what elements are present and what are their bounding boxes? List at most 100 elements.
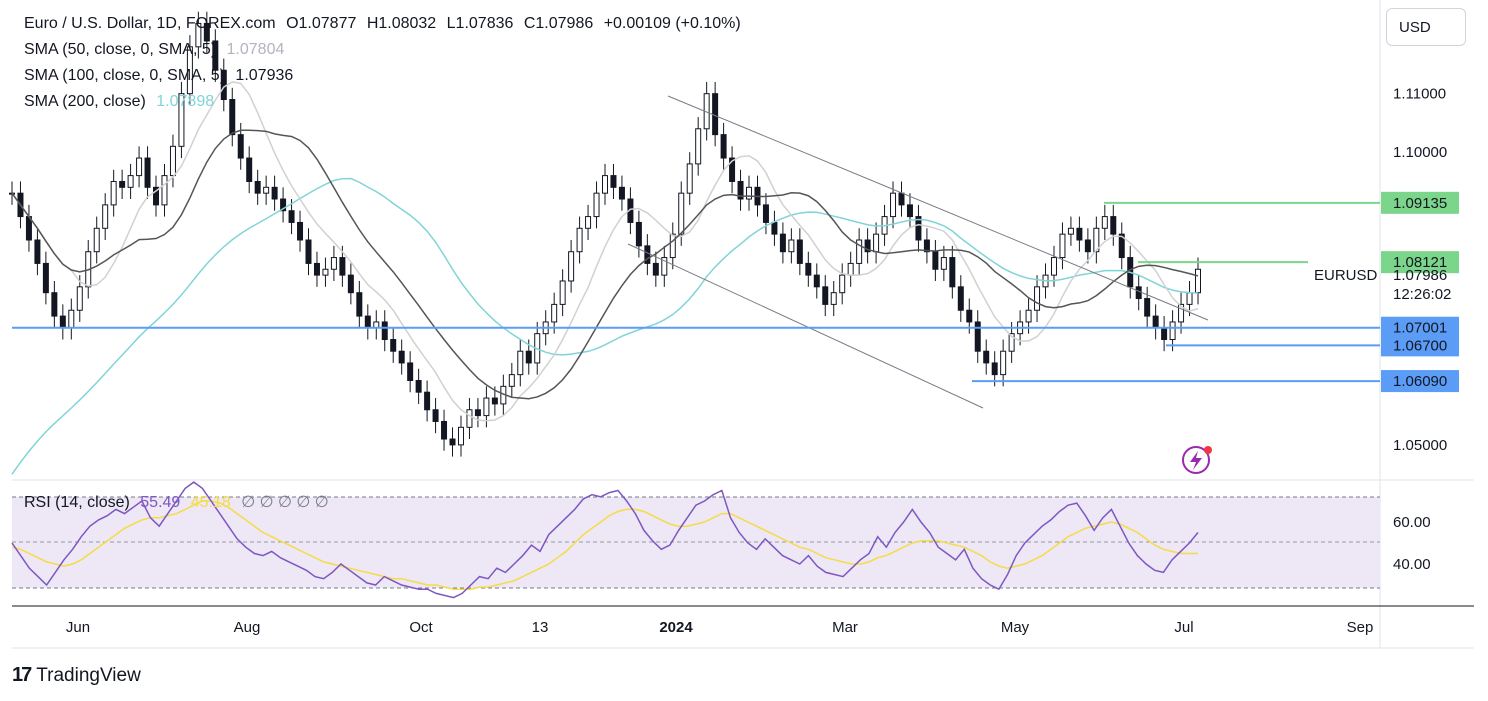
- rsi-tick-label: 60.00: [1393, 514, 1431, 531]
- level-badge: [1381, 251, 1459, 274]
- sma-50-line: [11, 81, 1199, 422]
- candle-body: [525, 350, 532, 364]
- sma50-legend[interactable]: SMA (50, close, 0, SMA, 5) 1.07804: [24, 40, 290, 60]
- tradingview-logo-icon: 17: [12, 664, 32, 686]
- candle-body: [364, 315, 371, 329]
- candle-body: [1059, 233, 1066, 259]
- candle-body: [491, 397, 498, 405]
- currency-button[interactable]: USD: [1386, 8, 1466, 46]
- candle-body: [1195, 268, 1201, 294]
- candle-body: [322, 268, 329, 276]
- candle-body: [254, 180, 261, 194]
- level-badge: [1381, 191, 1459, 214]
- price-tick-label: 1.10000: [1393, 144, 1447, 161]
- candle-body: [610, 175, 617, 188]
- candle-body: [415, 379, 422, 393]
- time-tick-label: 2024: [659, 619, 693, 636]
- channel-lower-trendline[interactable]: [627, 243, 984, 409]
- last-price-label: 1.07986: [1393, 267, 1447, 284]
- price-tick-label: 1.05000: [1393, 437, 1447, 454]
- candle-body: [424, 391, 431, 411]
- candle-body: [1135, 286, 1142, 300]
- candle-body: [779, 233, 786, 253]
- ohlc-close: C1.07986: [523, 15, 594, 32]
- footer-brand-label: TradingView: [36, 664, 141, 686]
- candle-body: [805, 262, 812, 276]
- candle-body: [1050, 257, 1057, 276]
- footer-brand[interactable]: 17 TradingView: [12, 664, 141, 687]
- channel-upper-trendline[interactable]: [667, 95, 1209, 321]
- candle-body: [669, 233, 676, 259]
- time-tick-label: 13: [532, 619, 549, 636]
- candle-body: [940, 257, 947, 270]
- rsi-tick-label: 40.00: [1393, 556, 1431, 573]
- rsi-line: [11, 481, 1199, 599]
- price-tick-label: 1.11000: [1393, 86, 1446, 103]
- candle-body: [407, 362, 414, 381]
- candle-body: [847, 262, 854, 276]
- candle-body: [119, 180, 126, 188]
- candle-body: [297, 221, 304, 241]
- candle-body: [517, 350, 524, 376]
- rsi-legend-value: 55.49: [140, 494, 181, 511]
- candle-body: [457, 426, 464, 446]
- candle-body: [102, 204, 109, 229]
- candle-body: [356, 292, 363, 317]
- level-label: 1.06700: [1393, 337, 1447, 354]
- candle-body: [1076, 227, 1083, 241]
- candle-body: [788, 239, 795, 253]
- sma50-legend-label: SMA (50, close, 0, SMA, 5): [24, 41, 217, 58]
- candle-body: [576, 227, 583, 253]
- candle-body: [330, 257, 337, 270]
- time-tick-label: Mar: [832, 619, 858, 636]
- candle-body: [153, 186, 160, 206]
- candle-body: [42, 262, 49, 294]
- candle-body: [76, 286, 83, 311]
- level-badge: [1381, 316, 1459, 339]
- candle-body: [390, 339, 397, 352]
- candle-body: [813, 274, 820, 288]
- candle-body: [474, 409, 481, 417]
- candle-body: [568, 251, 575, 282]
- rsi-ma-line: [11, 500, 1198, 590]
- candle-body: [593, 192, 600, 218]
- price-legend: Euro / U.S. Dollar, 1D, FOREX.com O1.078…: [24, 14, 747, 34]
- time-tick-label: Sep: [1347, 619, 1374, 636]
- time-tick-label: May: [1001, 619, 1030, 636]
- lightning-icon[interactable]: [1182, 446, 1212, 474]
- candle-body: [1118, 233, 1125, 259]
- candle-body: [712, 93, 719, 136]
- level-label: 1.06090: [1393, 373, 1447, 390]
- candle-body: [966, 309, 973, 323]
- candle-body: [856, 239, 863, 264]
- candle-body: [280, 198, 287, 212]
- candle-body: [110, 180, 117, 206]
- candle-body: [932, 251, 939, 270]
- candle-body: [1144, 298, 1151, 317]
- chart-title: Euro / U.S. Dollar, 1D, FOREX.com: [24, 15, 276, 32]
- sma100-legend[interactable]: SMA (100, close, 0, SMA, 5) 1.07936: [24, 66, 299, 86]
- candle-body: [1178, 303, 1185, 323]
- sma50-legend-value: 1.07804: [226, 41, 285, 58]
- candle-body: [678, 192, 685, 235]
- candle-body: [864, 239, 871, 253]
- candle-body: [1008, 333, 1015, 352]
- candle-body: [313, 262, 320, 276]
- candle-body: [1093, 227, 1100, 253]
- sma200-legend[interactable]: SMA (200, close) 1.07898: [24, 92, 220, 112]
- candle-body: [695, 128, 702, 165]
- candle-body: [635, 221, 642, 247]
- candle-body: [1084, 239, 1091, 253]
- candle-body: [906, 204, 913, 218]
- candle-body: [441, 420, 448, 440]
- candle-body: [432, 409, 439, 422]
- candle-body: [59, 315, 66, 329]
- candle-body: [229, 99, 236, 136]
- candle-body: [483, 397, 490, 417]
- rsi-legend[interactable]: RSI (14, close) 55.49 45.18 ∅ ∅ ∅ ∅ ∅: [24, 493, 335, 513]
- candle-body: [127, 175, 134, 188]
- level-label: 1.08121: [1393, 254, 1447, 271]
- time-tick-label: Oct: [409, 619, 433, 636]
- time-axis-ticks: Jun Aug Oct 13 2024 Mar May Jul Sep: [66, 619, 1373, 636]
